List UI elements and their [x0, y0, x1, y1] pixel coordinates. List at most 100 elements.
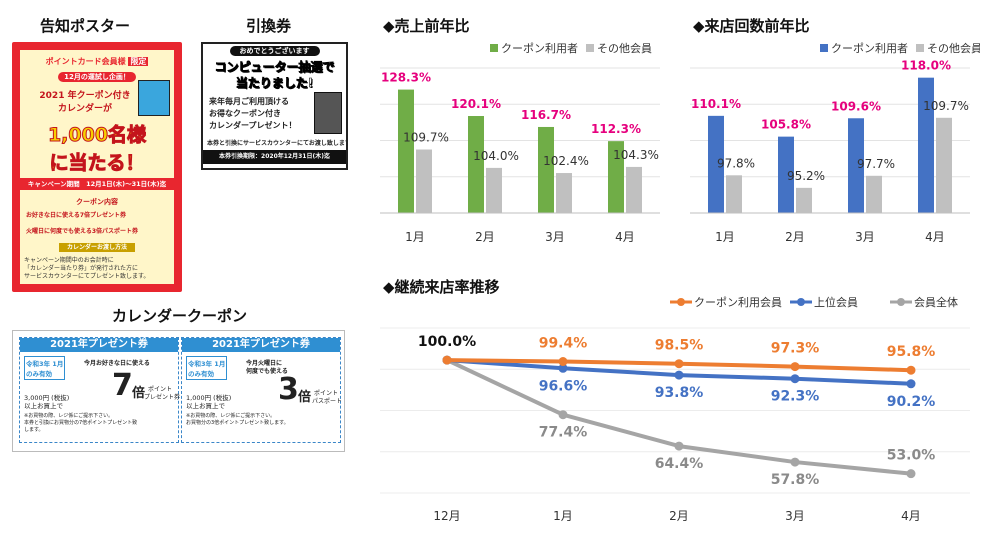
data-label: 102.4%: [543, 154, 589, 168]
data-label: 97.8%: [717, 156, 755, 170]
data-label: 64.4%: [655, 456, 704, 472]
data-label: 57.8%: [771, 472, 820, 488]
poster-badge: ポイントカード会員様: [45, 57, 126, 66]
data-label: 104.3%: [613, 148, 659, 162]
data-point: [906, 365, 916, 375]
data-label: 109.6%: [831, 99, 881, 113]
poster-item-2: 火曜日に何度でも使える3倍パスポート券: [26, 228, 138, 235]
coupon-unit: 倍: [298, 390, 312, 405]
visits-chart-title: ◆来店回数前年比: [693, 17, 810, 35]
data-label: 112.3%: [591, 122, 641, 136]
data-point: [790, 374, 800, 384]
legend-label: その他会員: [597, 42, 652, 55]
bar: [556, 173, 572, 213]
poster-big: 1,000名様: [47, 124, 147, 147]
data-label: 92.3%: [771, 389, 820, 405]
legend-marker: [677, 298, 685, 306]
tick-label: 1月: [405, 230, 425, 244]
tick-label: 4月: [615, 230, 635, 244]
coupon-kind-2: プレゼント券: [144, 394, 181, 401]
retention-chart-title: ◆継続来店率推移: [383, 278, 500, 296]
coupon-head: 2021年プレゼント券: [20, 338, 178, 352]
legend-label: 上位会員: [814, 295, 858, 309]
bar: [486, 167, 502, 213]
bar: [866, 175, 882, 213]
poster-line1: 2021 年クーポン付き: [39, 91, 131, 101]
retention-trend-chart: クーポン利用会員 上位会員 会員全体 100.0% 99.4% 98.5% 97.3% 95.…: [380, 295, 970, 523]
legend-swatch: [490, 44, 498, 52]
data-point: [674, 359, 684, 369]
data-label: 97.7%: [857, 157, 895, 171]
coupon-title: カレンダークーポン: [112, 307, 248, 325]
data-label: 98.5%: [655, 338, 704, 354]
poster-campaign: キャンペーン期間 12月1日(木)～31日(木)迄: [20, 178, 174, 190]
coupon-mult: 7: [112, 368, 133, 403]
exchange-ticket: おめでとうございます コンピューター抽選で 当たりました! 来年毎月ご利用頂ける…: [201, 42, 348, 170]
bar: [778, 136, 794, 213]
calendar-image: [138, 80, 170, 116]
coupon-cond-2: 以上お買上で: [24, 402, 63, 410]
data-label: 99.4%: [539, 336, 588, 352]
poster-item-1: お好きな日に使える7倍プレゼント券: [26, 212, 126, 219]
coupon-only: のみ有効: [26, 370, 52, 378]
coupon-kind-1: ポイント: [148, 386, 173, 393]
bar: [626, 166, 642, 213]
data-label: 109.7%: [923, 99, 969, 113]
poster-line2: カレンダーが: [57, 104, 112, 114]
legend-label: クーポン利用者: [831, 42, 908, 55]
coupon-head: 2021年プレゼント券: [182, 338, 340, 352]
tick-label: 3月: [855, 230, 875, 244]
ticket-title: 引換券: [246, 17, 292, 35]
ticket-line-3: カレンダープレゼント！: [209, 121, 297, 130]
tick-label: 1月: [715, 230, 735, 244]
coupon-only: のみ有効: [188, 370, 214, 378]
data-point: [442, 355, 452, 365]
poster-howto: カレンダーお渡し方法: [58, 243, 135, 252]
ticket-line-1: 来年毎月ご利用頂ける: [209, 97, 289, 106]
tick-label: 12月: [433, 509, 460, 523]
bar: [416, 149, 432, 213]
data-label: 95.8%: [887, 344, 936, 360]
bar: [468, 116, 484, 213]
poster-badge-tag: 限定: [128, 57, 149, 66]
coupon-month: 1月: [214, 360, 226, 368]
coupon-unit: 倍: [132, 386, 146, 401]
data-label: 118.0%: [901, 59, 951, 73]
visits-yoy-chart: クーポン利用者 その他会員 110.1% 97.8% 1月 105.8% 95.2% 2月 10…: [690, 42, 980, 244]
sales-yoy-chart: クーポン利用者 その他会員 128.3% 109.7% 1月 120.1% 104.0% 2月…: [380, 42, 660, 244]
data-label: 100.0%: [418, 334, 476, 350]
data-point: [558, 357, 568, 367]
calendar-coupon: 2021年プレゼント券 令和3年 1月 のみ有効 今月お好きな日に使える 7 倍 …: [12, 330, 345, 452]
coupon-date: 令和3年: [188, 360, 213, 368]
coupon-mult: 3: [278, 372, 299, 407]
bar: [538, 126, 554, 213]
poster-note-2: 「カレンダー当たり券」が発行された方に: [24, 265, 139, 272]
legend-swatch: [916, 44, 924, 52]
legend-label: クーポン利用者: [501, 42, 578, 55]
data-point: [906, 469, 916, 479]
data-label: 120.1%: [451, 97, 501, 111]
poster-coupon-head: クーポン内容: [76, 198, 118, 206]
coupon-kind-2: パスポート: [312, 398, 343, 405]
data-label: 109.7%: [403, 131, 449, 145]
tick-label: 2月: [785, 230, 805, 244]
legend-marker: [797, 298, 805, 306]
coupon-note-2: お買物分の3倍ポイントプレゼント致します。: [186, 420, 289, 426]
poster-sub: 12月の運試し企画！: [58, 72, 136, 82]
data-point: [906, 379, 916, 389]
bar: [918, 77, 934, 213]
bar: [398, 89, 414, 213]
data-point: [558, 363, 568, 373]
legend-swatch: [586, 44, 594, 52]
coupon-note-1: ※お買物の際、レジ係にご提示下さい。: [24, 413, 114, 419]
legend-label: クーポン利用会員: [694, 296, 782, 309]
notice-poster: ポイントカード会員様 限定 12月の運試し企画！ 2021 年クーポン付き カレ…: [12, 42, 182, 292]
data-point: [790, 457, 800, 467]
poster-note-1: キャンペーン期間中のお会計時に: [24, 257, 114, 264]
data-label: 95.2%: [787, 169, 825, 183]
legend-swatch: [820, 44, 828, 52]
data-point: [790, 362, 800, 372]
bar: [848, 118, 864, 213]
coupon-cond-1: 3,000円 (税抜): [24, 394, 70, 402]
poster-note-3: サービスカウンターにてプレゼント致します。: [24, 273, 150, 280]
